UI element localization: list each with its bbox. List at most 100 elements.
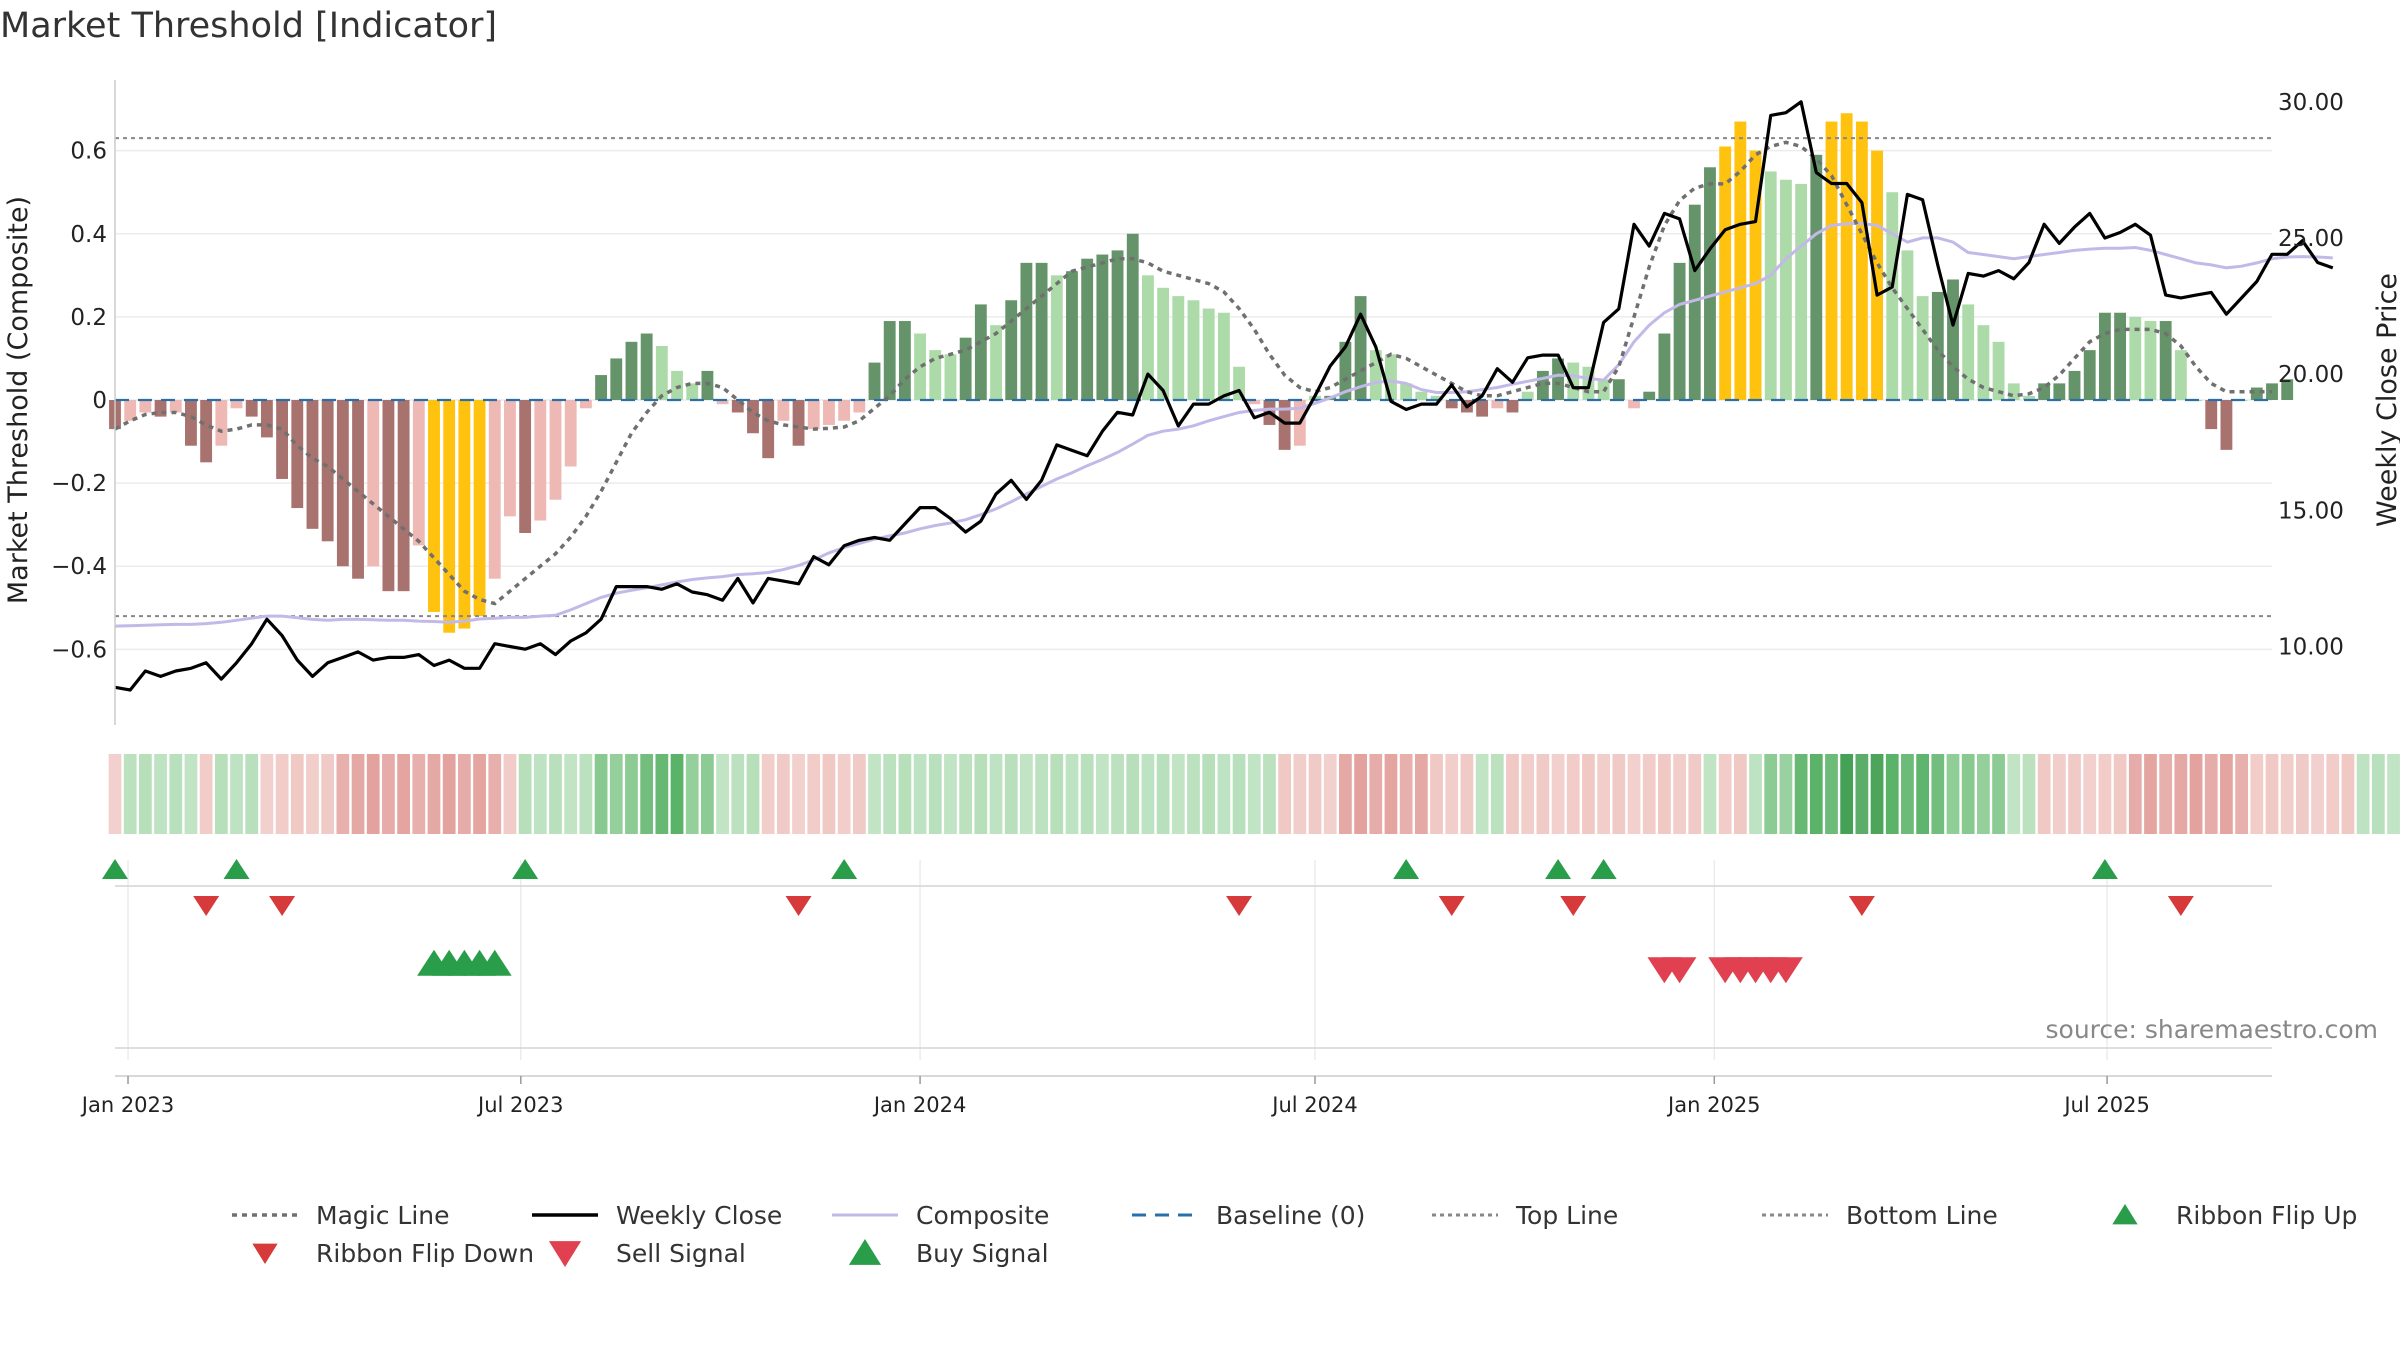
ribbon-cell bbox=[2037, 754, 2051, 834]
ribbon-cell bbox=[1566, 754, 1580, 834]
composite-bar bbox=[929, 350, 942, 400]
composite-bar bbox=[1612, 379, 1625, 400]
ribbon-cell bbox=[1506, 754, 1519, 834]
ribbon-cell bbox=[625, 754, 638, 834]
ribbon-cell bbox=[1658, 754, 1671, 834]
legend: Magic Line Weekly Close Composite Baseline … bbox=[200, 1196, 2400, 1272]
ribbon-cell bbox=[139, 754, 152, 834]
ribbon-cell bbox=[1855, 754, 1869, 834]
legend-item: Ribbon Flip Down bbox=[230, 1234, 534, 1272]
ribbon-cell bbox=[898, 754, 912, 834]
ribbon-flip-up-marker bbox=[1393, 859, 1420, 879]
ribbon-cell bbox=[2204, 754, 2218, 834]
ribbon-cell bbox=[290, 754, 304, 834]
ribbon-cell bbox=[1156, 754, 1170, 834]
ribbon-cell bbox=[2007, 754, 2021, 834]
ribbon-cell bbox=[2128, 754, 2142, 834]
composite-bar bbox=[1871, 150, 1883, 400]
y-right-tick-label: 10.00 bbox=[2278, 634, 2344, 660]
ribbon-cell bbox=[2098, 754, 2112, 834]
composite-bar bbox=[1142, 275, 1154, 400]
legend-label: Sell Signal bbox=[616, 1238, 746, 1268]
composite-bar bbox=[245, 400, 258, 417]
composite-bar bbox=[1901, 250, 1914, 400]
composite-bar bbox=[1415, 391, 1428, 400]
legend-label: Top Line bbox=[1516, 1200, 1619, 1230]
composite-bar bbox=[549, 400, 562, 500]
composite-bar bbox=[1278, 400, 1291, 450]
threshold-lines bbox=[115, 137, 2272, 618]
composite-bar bbox=[2174, 350, 2187, 400]
composite-bar bbox=[640, 333, 653, 400]
composite-bar bbox=[1840, 113, 1853, 400]
legend-label: Magic Line bbox=[316, 1200, 450, 1230]
composite-bar bbox=[1081, 258, 1094, 400]
ribbon-flip-up-marker bbox=[512, 859, 539, 879]
composite-bar bbox=[1947, 279, 1959, 400]
ribbon-cell bbox=[1733, 754, 1747, 834]
composite-bar bbox=[1779, 179, 1792, 400]
composite-bar bbox=[504, 400, 516, 517]
composite-bar bbox=[1035, 262, 1048, 400]
ribbon-cell bbox=[2341, 754, 2355, 834]
ribbon-cell bbox=[1840, 754, 1854, 834]
ribbon-cell bbox=[2371, 754, 2385, 834]
ribbon-cell bbox=[1323, 754, 1337, 834]
ribbon-cell bbox=[275, 754, 289, 834]
y-right-tick-label: 25.00 bbox=[2278, 226, 2344, 252]
legend-label: Ribbon Flip Down bbox=[316, 1238, 535, 1268]
composite-bar bbox=[291, 400, 304, 509]
ribbon-cell bbox=[473, 754, 486, 834]
ribbon-cell bbox=[321, 754, 335, 834]
ribbon-flip-down-marker bbox=[1560, 896, 1587, 916]
ribbon-cell bbox=[457, 754, 471, 834]
ribbon-cell bbox=[2189, 754, 2203, 834]
composite-bar bbox=[686, 383, 699, 400]
ribbon-cell bbox=[1961, 754, 1975, 834]
ribbon-cell bbox=[913, 754, 927, 834]
ribbon-cell bbox=[1141, 754, 1155, 834]
ribbon-cell bbox=[974, 754, 988, 834]
ribbon-cell bbox=[1885, 754, 1899, 834]
magic-line bbox=[114, 140, 2272, 606]
ribbon-cell bbox=[2296, 754, 2309, 834]
y-right-label: Weekly Close Price bbox=[2372, 273, 2400, 527]
axes: 0.6 0.4 0.2 0 −0.2 −0.4 −0.6 30.00 25.00 20.00 15.… bbox=[3, 80, 2400, 1117]
ribbon-cell bbox=[2326, 754, 2340, 834]
y-right-tick-label: 15.00 bbox=[2278, 498, 2344, 524]
ribbon-cell bbox=[1399, 754, 1413, 834]
composite-bar bbox=[139, 400, 152, 413]
composite-bar bbox=[2038, 383, 2051, 400]
ribbon-flip-down-marker bbox=[269, 896, 296, 916]
composite-bar bbox=[1855, 121, 1868, 400]
ribbon-cell bbox=[1095, 754, 1109, 834]
composite-bar bbox=[2023, 395, 2035, 400]
composite-bar bbox=[306, 400, 319, 529]
x-tick-label: Jan 2023 bbox=[80, 1093, 175, 1117]
composite-bar bbox=[777, 400, 790, 421]
ribbon-cell bbox=[169, 754, 183, 834]
ribbon-cell bbox=[2068, 754, 2081, 834]
composite-bar bbox=[473, 400, 486, 617]
ribbon-cell bbox=[260, 754, 274, 834]
composite-bar bbox=[1719, 146, 1732, 400]
ribbon-cell bbox=[807, 754, 821, 834]
ribbon-cell bbox=[1308, 754, 1322, 834]
ribbon-cell bbox=[1582, 754, 1595, 834]
composite-bar bbox=[443, 400, 456, 633]
ribbon-flip-up-marker bbox=[1545, 859, 1572, 879]
legend-item: Buy Signal bbox=[830, 1234, 1049, 1272]
ribbon-cell bbox=[2174, 754, 2188, 834]
ribbon-cell bbox=[1187, 754, 1200, 834]
composite-bar bbox=[1688, 204, 1701, 400]
composite-bar bbox=[2205, 400, 2218, 430]
x-tick-label: Jul 2023 bbox=[476, 1093, 563, 1117]
ribbon-cell bbox=[761, 754, 775, 834]
composite-bar bbox=[276, 400, 289, 479]
ribbon-cell bbox=[1551, 754, 1565, 834]
ribbon-cell bbox=[1992, 754, 2005, 834]
composite-bar bbox=[595, 375, 608, 400]
ribbon-cell bbox=[579, 754, 593, 834]
ribbon-cell bbox=[518, 754, 532, 834]
y-left-tick-label: −0.6 bbox=[51, 637, 107, 663]
